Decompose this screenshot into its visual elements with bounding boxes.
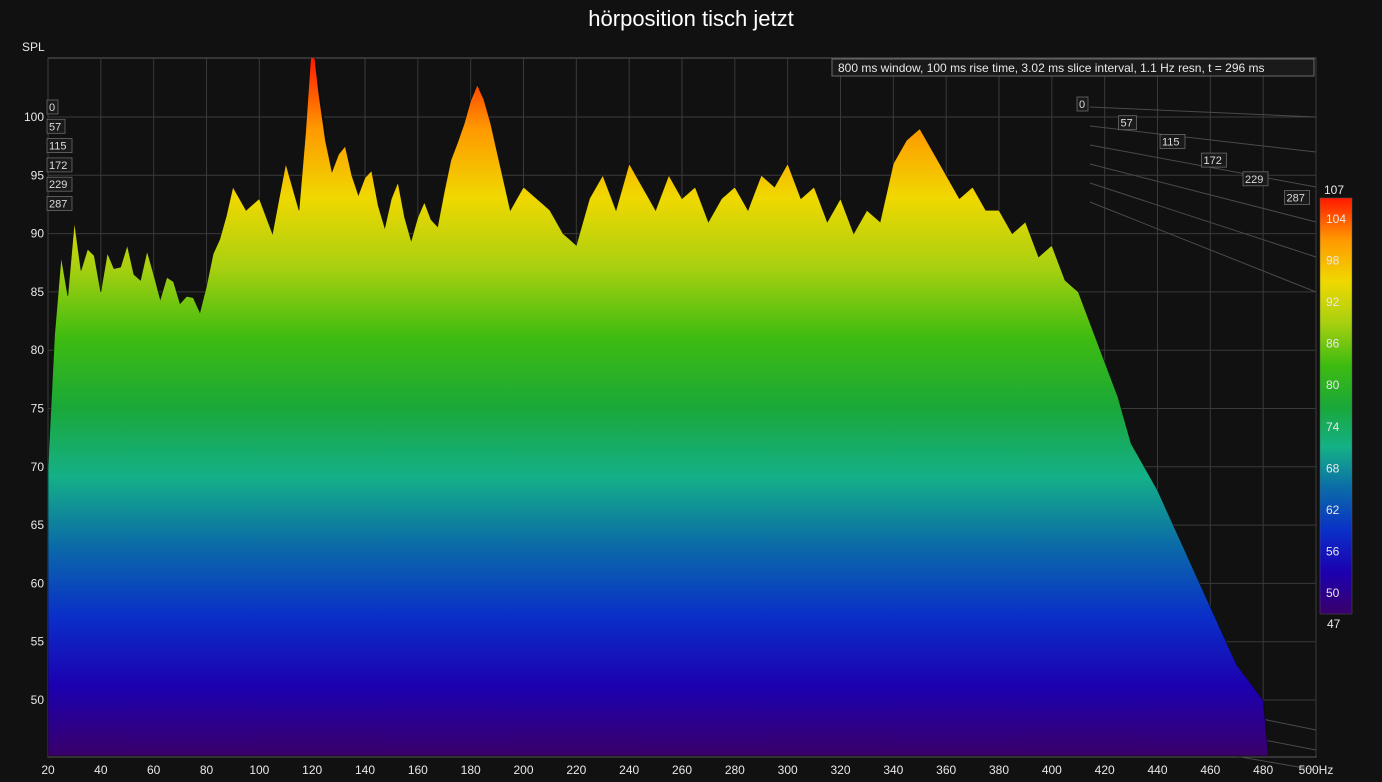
depth-label-right: 229 — [1245, 174, 1263, 186]
x-tick-label: 260 — [672, 763, 692, 777]
depth-label-right: 57 — [1121, 118, 1133, 130]
analysis-info: 800 ms window, 100 ms rise time, 3.02 ms… — [838, 61, 1265, 75]
depth-label-box — [46, 176, 73, 192]
colorbar-tick-label: 74 — [1326, 420, 1340, 434]
depth-label-box — [1201, 152, 1227, 168]
x-tick-label: 400 — [1042, 763, 1062, 777]
y-tick-label: 90 — [31, 227, 45, 241]
y-tick-label: 55 — [31, 635, 45, 649]
x-tick-label: 120 — [302, 763, 322, 777]
y-tick-label: 70 — [31, 460, 45, 474]
y-tick-label: 85 — [31, 285, 45, 299]
x-tick-label: 420 — [1095, 763, 1115, 777]
x-tick-label: 180 — [461, 763, 481, 777]
x-tick-label: 20 — [41, 763, 55, 777]
x-tick-label: 240 — [619, 763, 639, 777]
depth-label-box — [1076, 96, 1089, 112]
x-tick-label: 100 — [249, 763, 269, 777]
x-tick-label: 460 — [1200, 763, 1220, 777]
depth-label-box — [1284, 190, 1310, 205]
colorbar: 50 56 62 68 74 80 86 92 98 104 107 47 — [1319, 183, 1353, 631]
x-tick-label: 80 — [200, 763, 214, 777]
colorbar-tick-label: 104 — [1326, 212, 1346, 226]
chart-title: hörposition tisch jetzt — [588, 6, 794, 31]
y-tick-label: 65 — [31, 518, 45, 532]
y-tick-label: 60 — [31, 576, 45, 590]
waterfall-slices — [48, 58, 1269, 757]
x-tick-label: 280 — [725, 763, 745, 777]
x-tick-label: 140 — [355, 763, 375, 777]
info-box: 800 ms window, 100 ms rise time, 3.02 ms… — [831, 58, 1315, 77]
y-axis-ticks: 50 55 60 65 70 75 80 85 90 95 100 — [24, 110, 44, 707]
x-axis-ticks: 20 40 60 80 100 120 140 160 180 200 220 240 260 280 30… — [41, 763, 1333, 777]
colorbar-max-label: 107 — [1324, 183, 1344, 197]
x-tick-label: 160 — [408, 763, 428, 777]
x-tick-label: 480 — [1253, 763, 1273, 777]
depth-label-box — [1242, 171, 1269, 187]
x-tick-label: 340 — [883, 763, 903, 777]
waterfall-slice — [48, 58, 1269, 757]
depth-label-box — [46, 118, 66, 134]
depth-label-right: 287 — [1287, 193, 1305, 205]
colorbar-tick-label: 98 — [1326, 253, 1340, 267]
depth-label-left: 229 — [49, 179, 67, 191]
depth-label-box — [46, 99, 59, 115]
x-tick-label: 380 — [989, 763, 1009, 777]
depth-label-box — [46, 196, 73, 211]
x-tick-label: 60 — [147, 763, 161, 777]
depth-label-right: 115 — [1162, 136, 1180, 148]
colorbar-tick-label: 92 — [1326, 295, 1340, 309]
x-tick-label: 500Hz — [1299, 763, 1334, 777]
colorbar-tick-label: 86 — [1326, 337, 1340, 351]
colorbar-tick-label: 62 — [1326, 503, 1340, 517]
colorbar-tick-label: 68 — [1326, 461, 1340, 475]
depth-label-box — [46, 138, 73, 154]
x-tick-label: 320 — [830, 763, 850, 777]
y-tick-label: 100 — [24, 110, 44, 124]
depth-label-right: 172 — [1204, 155, 1222, 167]
depth-labels: 0 0 57 57 115 115 172 172 229 229 287 287 — [46, 96, 1310, 211]
y-tick-label: 50 — [31, 693, 45, 707]
depth-label-left: 287 — [49, 199, 67, 211]
depth-label-box — [1118, 115, 1137, 131]
x-tick-label: 40 — [94, 763, 108, 777]
x-tick-label: 360 — [936, 763, 956, 777]
colorbar-min-label: 47 — [1327, 617, 1341, 631]
x-tick-label: 300 — [778, 763, 798, 777]
y-tick-label: 75 — [31, 402, 45, 416]
depth-label-left: 57 — [49, 121, 61, 133]
y-tick-label: 80 — [31, 343, 45, 357]
depth-label-left: 0 — [49, 102, 55, 114]
colorbar-tick-label: 80 — [1326, 378, 1340, 392]
depth-label-box — [1159, 133, 1186, 149]
colorbar-tick-label: 56 — [1326, 545, 1340, 559]
y-tick-label: 95 — [31, 168, 45, 182]
x-tick-label: 220 — [566, 763, 586, 777]
depth-label-right: 0 — [1079, 99, 1085, 111]
depth-label-left: 172 — [49, 160, 67, 172]
depth-label-box — [46, 157, 73, 173]
x-tick-label: 440 — [1147, 763, 1167, 777]
colorbar-tick-label: 50 — [1326, 586, 1340, 600]
x-tick-label: 200 — [513, 763, 533, 777]
depth-label-left: 115 — [49, 141, 67, 153]
y-axis-label: SPL — [22, 40, 45, 54]
